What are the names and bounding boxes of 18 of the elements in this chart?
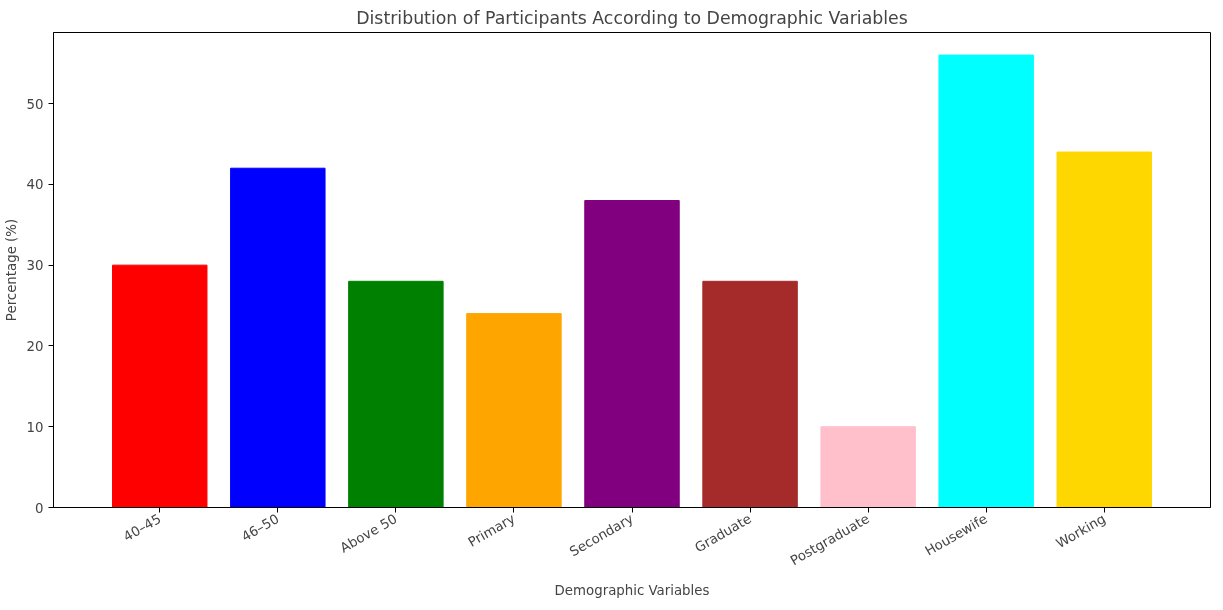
- bar: [112, 264, 208, 508]
- bar: [230, 167, 326, 508]
- y-tick-label: 10: [26, 419, 44, 435]
- bar: [938, 54, 1034, 508]
- x-axis-title: Demographic Variables: [554, 582, 710, 598]
- y-axis-title: Percentage (%): [3, 218, 19, 322]
- bar: [820, 426, 916, 508]
- bar: [702, 280, 798, 508]
- y-tick-label: 40: [26, 177, 44, 193]
- y-tick-label: 20: [26, 338, 44, 354]
- y-tick-label: 30: [26, 258, 44, 274]
- y-tick-label: 0: [35, 500, 44, 516]
- bar: [1056, 151, 1152, 508]
- y-tick-label: 50: [26, 96, 44, 112]
- bar: [584, 200, 680, 508]
- bar: [466, 313, 562, 508]
- bar: [348, 280, 444, 508]
- chart-title: Distribution of Participants According to Demographic Variables: [356, 7, 908, 28]
